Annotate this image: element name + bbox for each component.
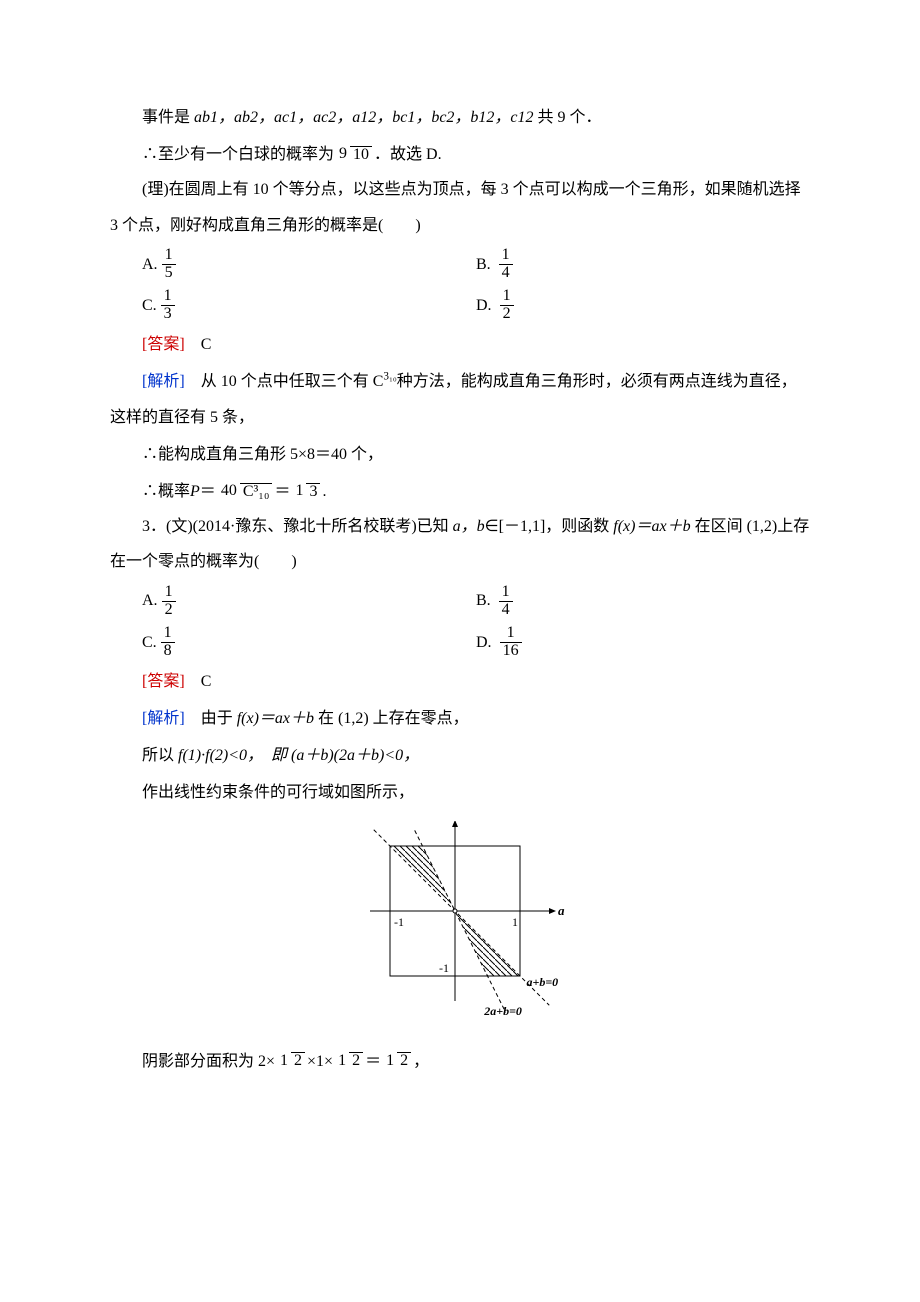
p-var: P [190,474,200,509]
opt-letter: B. [476,247,495,282]
q2-analysis-2: ∴能构成直角三角形 5×8＝40 个， [110,437,810,472]
q3-analysis-1: [解析] 由于 f(x)＝ax＋b 在 (1,2) 上存在零点， [110,701,810,736]
eq: ＝ [200,474,216,509]
answer-label: [答案] [142,673,185,690]
analysis-label: [解析] [142,373,185,390]
fraction: 14 [499,247,513,282]
q3-analysis-2: 所以 f(1)·f(2)<0， 即 (a＋b)(2a＋b)<0， [110,738,810,773]
q3-opt-c: C. 18 [142,625,476,660]
q2-opt-c: C. 13 [142,288,476,323]
q2-opt-a: A. 15 [142,247,476,282]
text: ∴能构成直角三角形 5×8＝40 个， [142,446,383,463]
q2-answer: [答案] C [110,327,810,362]
p2-den: 10 [350,146,372,164]
p2-num: 9 [336,146,350,163]
feasible-region-figure: -11-1aba+b=02a+b=0 [110,821,810,1034]
mid: ×1× [307,1044,333,1079]
sup: 3₁₀ [383,371,396,383]
q2-opt-b: B. 14 [476,247,810,282]
opt-letter: C. [142,625,157,660]
opt-letter: A. [142,247,158,282]
p2-tail: ．故选 D. [374,137,442,172]
q3-opt-b: B. 14 [476,583,810,618]
opt-letter: D. [476,288,496,323]
fraction: 14 [499,584,513,619]
svg-text:-1: -1 [394,915,404,929]
opt-letter: A. [142,583,158,618]
expr: f(1)·f(2)<0， 即 (a＋b)(2a＋b)<0， [178,747,419,764]
q3-analysis-3: 作出线性约束条件的可行域如图所示， [110,775,810,810]
fraction: 40C³₁₀ [218,483,273,501]
fraction: 12 [277,1052,305,1070]
page: 事件是 ab1，ab2，ac1，ac2，a12，bc1，bc2，b12，c12 … [0,0,920,1139]
q2-stem: (理)在圆周上有 10 个等分点，以这些点为顶点，每 3 个点可以构成一个三角形… [110,172,810,242]
lead: ∴概率 [142,474,190,509]
text: 3．(文)(2014·豫东、豫北十所名校联考)已知 [142,518,453,535]
figure-svg: -11-1aba+b=02a+b=0 [345,821,575,1021]
fx: f(x)＝ax＋b [237,710,314,727]
p1: 事件是 ab1，ab2，ac1，ac2，a12，bc1，bc2，b12，c12 … [110,100,810,135]
fraction: 12 [335,1052,363,1070]
fraction: 15 [162,247,176,282]
answer-value: C [201,673,212,690]
fx: f(x)＝ax＋b [613,518,690,535]
answer-label: [答案] [142,336,185,353]
q2-analysis-3: ∴概率 P ＝ 40C³₁₀ ＝ 13 . [142,474,810,509]
opt-letter: D. [476,625,496,660]
dot: . [322,474,326,509]
p1-prefix: 事件是 [142,109,194,126]
fraction: 12 [162,584,176,619]
q3-analysis-4: 阴影部分面积为 2× 12 ×1× 12 ＝ 12 ， [142,1044,810,1079]
svg-text:2a+b=0: 2a+b=0 [483,1004,522,1018]
opt-letter: C. [142,288,157,323]
text: 在 (1,2) 上存在零点， [314,710,469,727]
fraction: 116 [500,625,522,660]
p2-lead: ∴至少有一个白球的概率为 [142,137,334,172]
text: 从 10 个点中任取三个有 C [201,373,384,390]
fraction: 12 [383,1052,411,1070]
fraction: 13 [292,483,320,501]
q3-opt-a: A. 12 [142,583,476,618]
eq: ＝ [274,474,290,509]
p1-suffix: 共 9 个． [534,109,602,126]
text: 所以 [142,747,178,764]
text: 作出线性约束条件的可行域如图所示， [142,784,414,801]
eq: ＝ [365,1044,381,1079]
analysis-label: [解析] [142,710,185,727]
opt-letter: B. [476,583,495,618]
fraction: 18 [161,625,175,660]
q3-stem: 3．(文)(2014·豫东、豫北十所名校联考)已知 a，b∈[－1,1]，则函数… [110,509,810,579]
p2-frac: 9 10 [336,146,372,164]
q2-stem-text: (理)在圆周上有 10 个等分点，以这些点为顶点，每 3 个点可以构成一个三角形… [110,181,801,233]
q3-choices: A. 12 B. 14 C. 18 D. 116 [142,583,810,659]
ab: a，b [453,518,485,535]
q2-analysis-1: [解析] 从 10 个点中任取三个有 C3₁₀种方法，能构成直角三角形时，必须有… [110,364,810,434]
fraction: 13 [161,288,175,323]
lead: 阴影部分面积为 2× [142,1044,275,1079]
answer-value: C [201,336,212,353]
text: ∈[－1,1]，则函数 [485,518,614,535]
q3-answer: [答案] C [110,664,810,699]
q2-opt-d: D. 12 [476,288,810,323]
svg-text:a: a [558,903,565,918]
p2: ∴至少有一个白球的概率为 9 10 ．故选 D. [142,137,810,172]
svg-text:-1: -1 [439,961,449,975]
p1-list: ab1，ab2，ac1，ac2，a12，bc1，bc2，b12，c12 [194,109,534,126]
text: 由于 [201,710,237,727]
svg-text:a+b=0: a+b=0 [527,974,559,988]
tail: ， [413,1044,429,1079]
fraction: 12 [500,288,514,323]
q2-choices: A. 15 B. 14 C. 13 D. 12 [142,247,810,323]
svg-text:1: 1 [512,915,518,929]
q3-opt-d: D. 116 [476,625,810,660]
